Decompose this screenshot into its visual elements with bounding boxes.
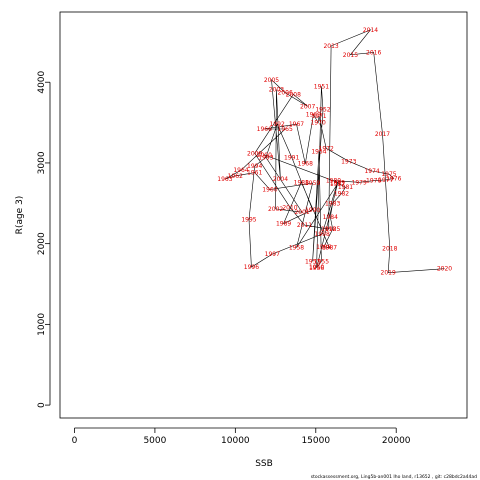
year-label-1954: 1954	[311, 149, 326, 156]
year-label-1971: 1971	[311, 113, 326, 120]
year-label-2019: 2019	[381, 270, 396, 277]
year-label-1978: 1978	[366, 178, 381, 185]
year-label-2009: 2009	[247, 150, 262, 157]
year-label-1970: 1970	[311, 120, 326, 127]
year-label-2014: 2014	[363, 27, 378, 34]
year-label-1989: 1989	[276, 221, 291, 228]
year-label-2003: 2003	[269, 87, 284, 94]
year-label-2015: 2015	[343, 52, 358, 59]
year-label-1956: 1956	[309, 265, 324, 272]
year-label-1976: 1976	[386, 175, 401, 182]
year-label-2013: 2013	[323, 43, 338, 50]
y-tick-label-2: 2000	[37, 232, 47, 255]
year-label-2011: 2011	[297, 222, 312, 229]
year-label-1988: 1988	[294, 179, 309, 186]
year-label-2001: 2001	[294, 209, 309, 216]
plot-frame	[59, 11, 468, 419]
y-axis-title: R(age 3)	[15, 196, 25, 235]
year-label-1982: 1982	[334, 191, 349, 198]
year-label-2012: 2012	[321, 226, 336, 233]
year-label-1958: 1958	[289, 245, 304, 252]
year-label-2005: 2005	[264, 77, 279, 84]
year-label-2008: 2008	[286, 91, 301, 98]
y-tick-label-3: 3000	[37, 151, 47, 174]
year-label-1987: 1987	[322, 245, 337, 252]
year-label-1964: 1964	[233, 167, 248, 174]
year-label-1986: 1986	[316, 244, 331, 251]
year-label-1968: 1968	[298, 161, 313, 168]
year-label-1965: 1965	[278, 126, 293, 133]
x-axis-title: SSB	[255, 459, 273, 469]
year-label-1959: 1959	[305, 180, 320, 187]
year-label-2010: 2010	[282, 204, 297, 211]
footnote: stockassessment.org, Ling5b-an001 Iho la…	[311, 474, 477, 480]
year-label-1990: 1990	[305, 207, 320, 214]
year-label-1992: 1992	[270, 121, 285, 128]
year-label-1984: 1984	[323, 214, 338, 221]
y-tick-label-1: 1000	[37, 313, 47, 336]
year-label-1966: 1966	[257, 126, 272, 133]
year-label-1980: 1980	[326, 178, 341, 185]
year-label-1975: 1975	[381, 171, 396, 178]
trajectory-line-layer	[224, 29, 445, 274]
year-label-1979: 1979	[352, 179, 367, 186]
year-label-1974: 1974	[364, 168, 379, 175]
year-label-1977: 1977	[378, 177, 393, 184]
year-label-1955: 1955	[314, 258, 329, 265]
year-label-1953: 1953	[305, 258, 320, 265]
year-label-1994: 1994	[247, 163, 262, 170]
year-label-1969: 1969	[306, 112, 321, 119]
year-label-1952: 1952	[315, 107, 330, 114]
year-label-1983: 1983	[325, 200, 340, 207]
year-label-1985: 1985	[325, 226, 340, 233]
year-label-1950: 1950	[309, 264, 324, 271]
x-tick-label-1: 5000	[143, 436, 166, 446]
year-label-1961: 1961	[247, 170, 262, 177]
year-label-1993: 1993	[258, 154, 273, 161]
x-tick-label-3: 15000	[301, 436, 330, 446]
year-label-2018: 2018	[382, 246, 397, 253]
axes-layer: 0 5000 10000 15000 20000 0 1000 2000 3000 4000	[37, 70, 411, 446]
year-label-2004: 2004	[273, 176, 288, 183]
trajectory-line	[224, 29, 445, 274]
year-label-2002: 2002	[268, 206, 283, 213]
year-label-1967: 1967	[289, 121, 304, 128]
y-tick-label-0: 0	[37, 402, 47, 408]
year-label-1981: 1981	[338, 184, 353, 191]
year-label-2020: 2020	[437, 266, 452, 273]
year-label-1996: 1996	[244, 264, 259, 271]
year-label-1963: 1963	[217, 176, 232, 183]
year-label-2000: 2000	[257, 152, 272, 159]
year-label-1991: 1991	[284, 154, 299, 161]
year-label-1997: 1997	[265, 251, 280, 258]
year-label-1998: 1998	[315, 231, 330, 238]
y-tick-label-4: 4000	[37, 70, 47, 93]
year-label-1973: 1973	[341, 158, 356, 165]
year-label-2006: 2006	[278, 90, 293, 97]
year-label-2017: 2017	[375, 131, 390, 138]
year-label-2016: 2016	[366, 49, 381, 56]
year-label-2007: 2007	[300, 103, 315, 110]
x-tick-label-0: 0	[72, 436, 78, 446]
x-tick-label-2: 10000	[221, 436, 250, 446]
year-label-1960: 1960	[262, 187, 277, 194]
year-label-1962: 1962	[228, 173, 243, 180]
year-label-1957: 1957	[330, 181, 345, 188]
x-tick-label-4: 20000	[382, 436, 411, 446]
year-label-1995: 1995	[241, 216, 256, 223]
year-label-1951: 1951	[314, 83, 329, 90]
year-label-1999: 1999	[330, 179, 345, 186]
year-label-1972: 1972	[319, 145, 334, 152]
